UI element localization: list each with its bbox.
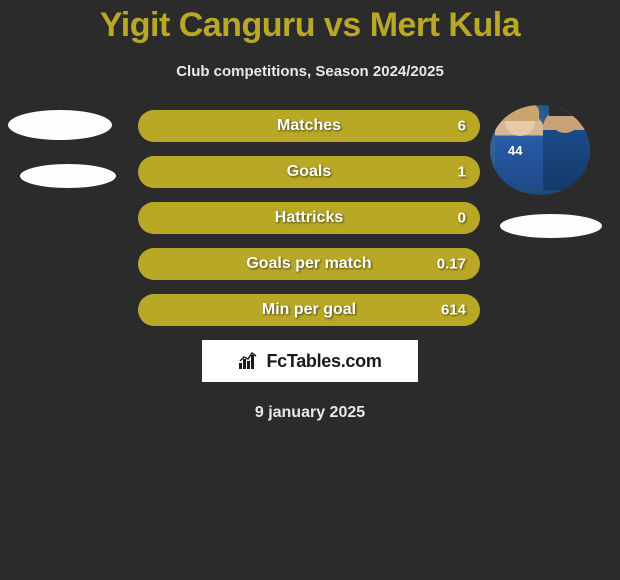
page-title: Yigit Canguru vs Mert Kula	[0, 0, 620, 45]
stat-value-right: 0	[458, 210, 466, 227]
stat-label: Goals per match	[246, 255, 371, 273]
player-right-shadow	[500, 214, 602, 238]
player-figure-2	[543, 110, 588, 190]
stat-value-right: 6	[458, 118, 466, 135]
stat-bar-hattricks: Hattricks 0	[138, 202, 480, 234]
stat-label: Hattricks	[275, 209, 343, 227]
stat-bar-goals: Goals 1	[138, 156, 480, 188]
stat-bar-min-per-goal: Min per goal 614	[138, 294, 480, 326]
player-right-avatar: 44	[490, 105, 590, 195]
date-label: 9 january 2025	[0, 404, 620, 422]
stat-bar-matches: Matches 6	[138, 110, 480, 142]
jersey-number: 44	[508, 143, 522, 158]
stat-value-right: 614	[441, 302, 466, 319]
stat-bar-goals-per-match: Goals per match 0.17	[138, 248, 480, 280]
stat-value-right: 0.17	[437, 256, 466, 273]
stat-label: Min per goal	[262, 301, 356, 319]
stat-value-right: 1	[458, 164, 466, 181]
player-left-avatar	[8, 110, 112, 140]
bar-chart-icon	[238, 352, 260, 370]
stat-bars: Matches 6 Goals 1 Hattricks 0 Goals per …	[138, 110, 480, 326]
brand-badge[interactable]: FcTables.com	[202, 340, 418, 382]
stat-label: Goals	[287, 163, 331, 181]
comparison-panel: 44 Matches 6 Goals 1 Hattricks 0 Goals p…	[0, 110, 620, 422]
subtitle: Club competitions, Season 2024/2025	[0, 63, 620, 80]
brand-text: FcTables.com	[266, 351, 381, 372]
stat-label: Matches	[277, 117, 341, 135]
player-left-shadow	[20, 164, 116, 188]
